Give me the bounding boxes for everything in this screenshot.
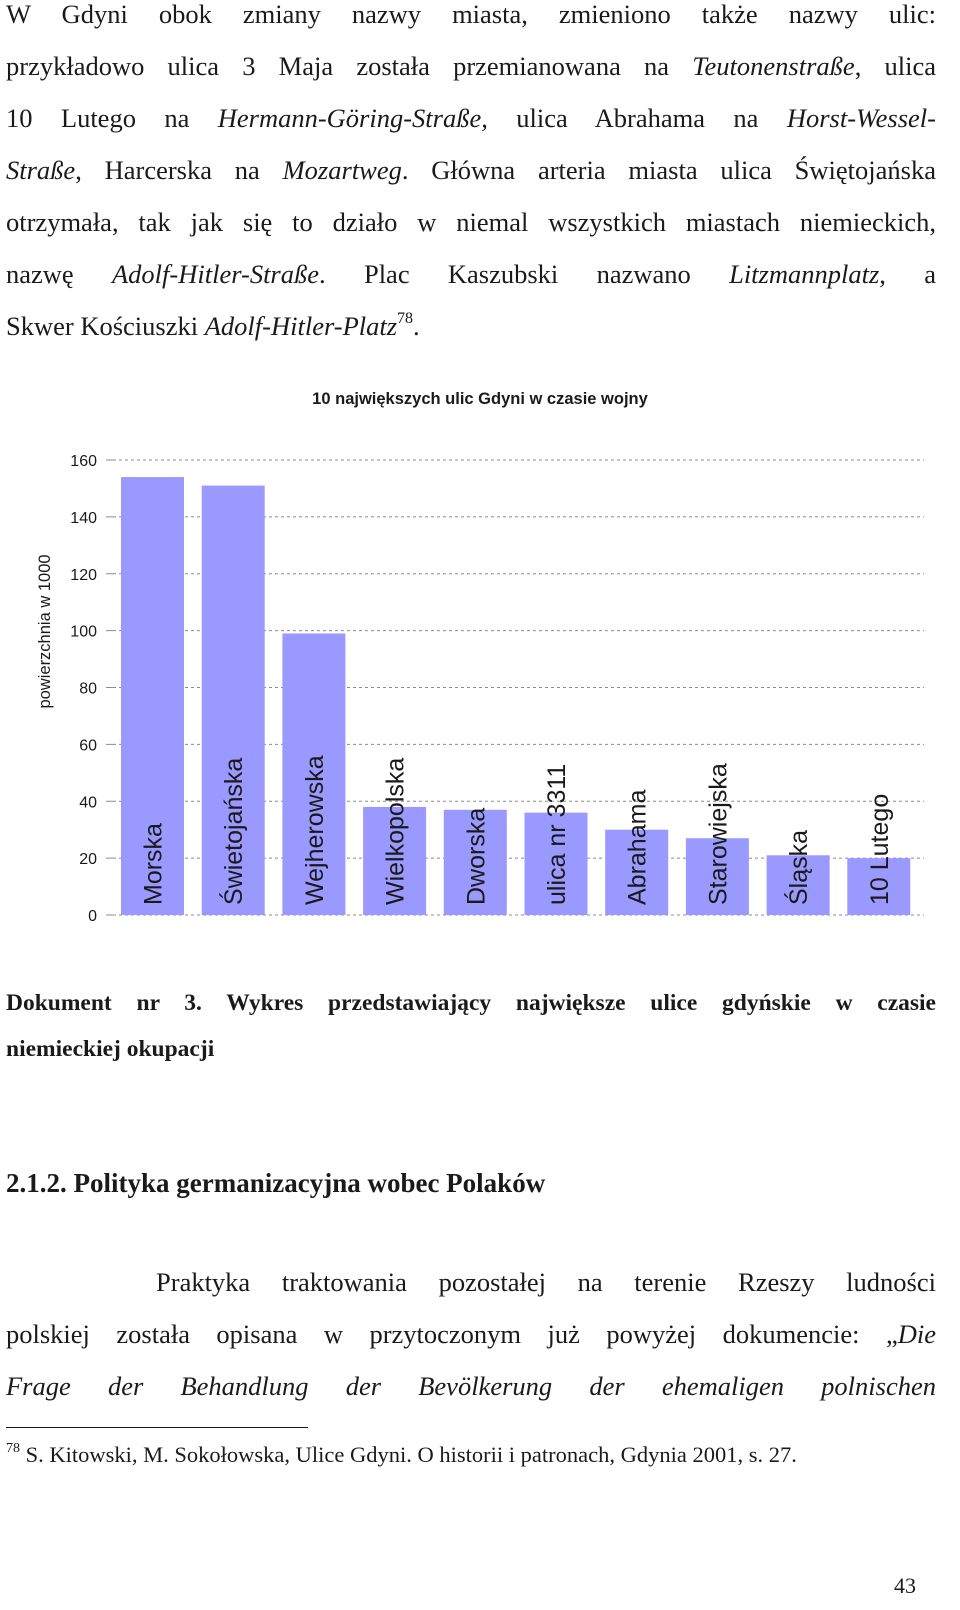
- category-label: Dworska: [462, 808, 490, 905]
- text-line: Frage der Behandlung der Bevölkerung der…: [6, 1371, 936, 1401]
- bar: [847, 858, 911, 915]
- footnote-text: S. Kitowski, M. Sokołowska, Ulice Gdyni.…: [25, 1442, 797, 1467]
- bar: [605, 829, 669, 915]
- category-label: Śląska: [783, 830, 813, 905]
- y-tick-label: 100: [70, 624, 97, 641]
- category-label: 10 Lutego: [866, 794, 894, 905]
- bar: [685, 838, 749, 915]
- text-line: nazwę Adolf-Hitler-Straße. Plac Kaszubsk…: [6, 259, 936, 289]
- text-line: W Gdyni obok zmiany nazwy miasta, zmieni…: [6, 0, 936, 29]
- footnote-ref: 78: [397, 310, 414, 327]
- text-line: przykładowo ulica 3 Maja została przemia…: [6, 51, 937, 81]
- text-line: Skwer Kościuszki Adolf-Hitler-Platz78.: [6, 310, 420, 342]
- category-label: Wejherowska: [301, 755, 329, 905]
- figure-caption: Dokument nr 3. Wykres przedstawiający na…: [6, 980, 936, 1072]
- bar: [282, 633, 346, 915]
- footnote-number: 78: [6, 1441, 20, 1456]
- y-axis-label: powierzchnia w 1000: [36, 554, 54, 708]
- text-line: polskiej została opisana w przytoczonym …: [6, 1319, 936, 1349]
- y-tick-label: 120: [70, 567, 97, 584]
- category-label: Abrahama: [624, 790, 652, 905]
- y-tick-label: 140: [70, 510, 97, 527]
- category-label: ulica nr 3311: [543, 764, 571, 905]
- y-tick-label: 160: [70, 453, 97, 470]
- page-number: 43: [894, 1573, 916, 1598]
- bar: [524, 812, 588, 915]
- text-line: otrzymała, tak jak się to działo w niema…: [6, 207, 936, 237]
- text-line: niemieckiej okupacji: [6, 1036, 215, 1062]
- text-line: Praktyka traktowania pozostałej na teren…: [156, 1267, 936, 1297]
- body-paragraph: W Gdyni obok zmiany nazwy miasta, zmieni…: [6, 0, 936, 352]
- y-tick-label: 0: [88, 908, 97, 925]
- y-tick-label: 20: [79, 851, 97, 868]
- category-label: Morska: [140, 823, 168, 905]
- bar: [766, 855, 830, 915]
- body-paragraph-2: Praktyka traktowania pozostałej na teren…: [6, 1256, 936, 1412]
- bar: [121, 477, 184, 915]
- text-line: Dokument nr 3. Wykres przedstawiający na…: [6, 990, 936, 1016]
- text-line: Straße, Harcerska na Mozartweg. Główna a…: [6, 155, 936, 185]
- bar: [201, 485, 265, 915]
- y-tick-label: 40: [79, 794, 97, 811]
- section-heading: 2.1.2. Polityka germanizacyjna wobec Pol…: [6, 1168, 546, 1198]
- y-tick-label: 80: [79, 681, 97, 698]
- chart-title: 10 największych ulic Gdyni w czasie wojn…: [312, 390, 648, 408]
- footnote: 78 S. Kitowski, M. Sokołowska, Ulice Gdy…: [6, 1442, 797, 1468]
- y-tick-label: 60: [79, 737, 97, 754]
- footnote-divider: [6, 1427, 308, 1428]
- category-label: Świetojańska: [218, 758, 248, 905]
- bar-chart: 0 20 40 60 80 100 120 140 160 powierzchnia w 1000…: [36, 453, 924, 925]
- bar: [363, 806, 427, 915]
- category-label: Starowiejska: [704, 763, 732, 905]
- bar: [443, 809, 507, 915]
- category-label: Wielkopolska: [382, 758, 410, 905]
- text-line: 10 Lutego na Hermann-Göring-Straße, ulic…: [6, 103, 936, 133]
